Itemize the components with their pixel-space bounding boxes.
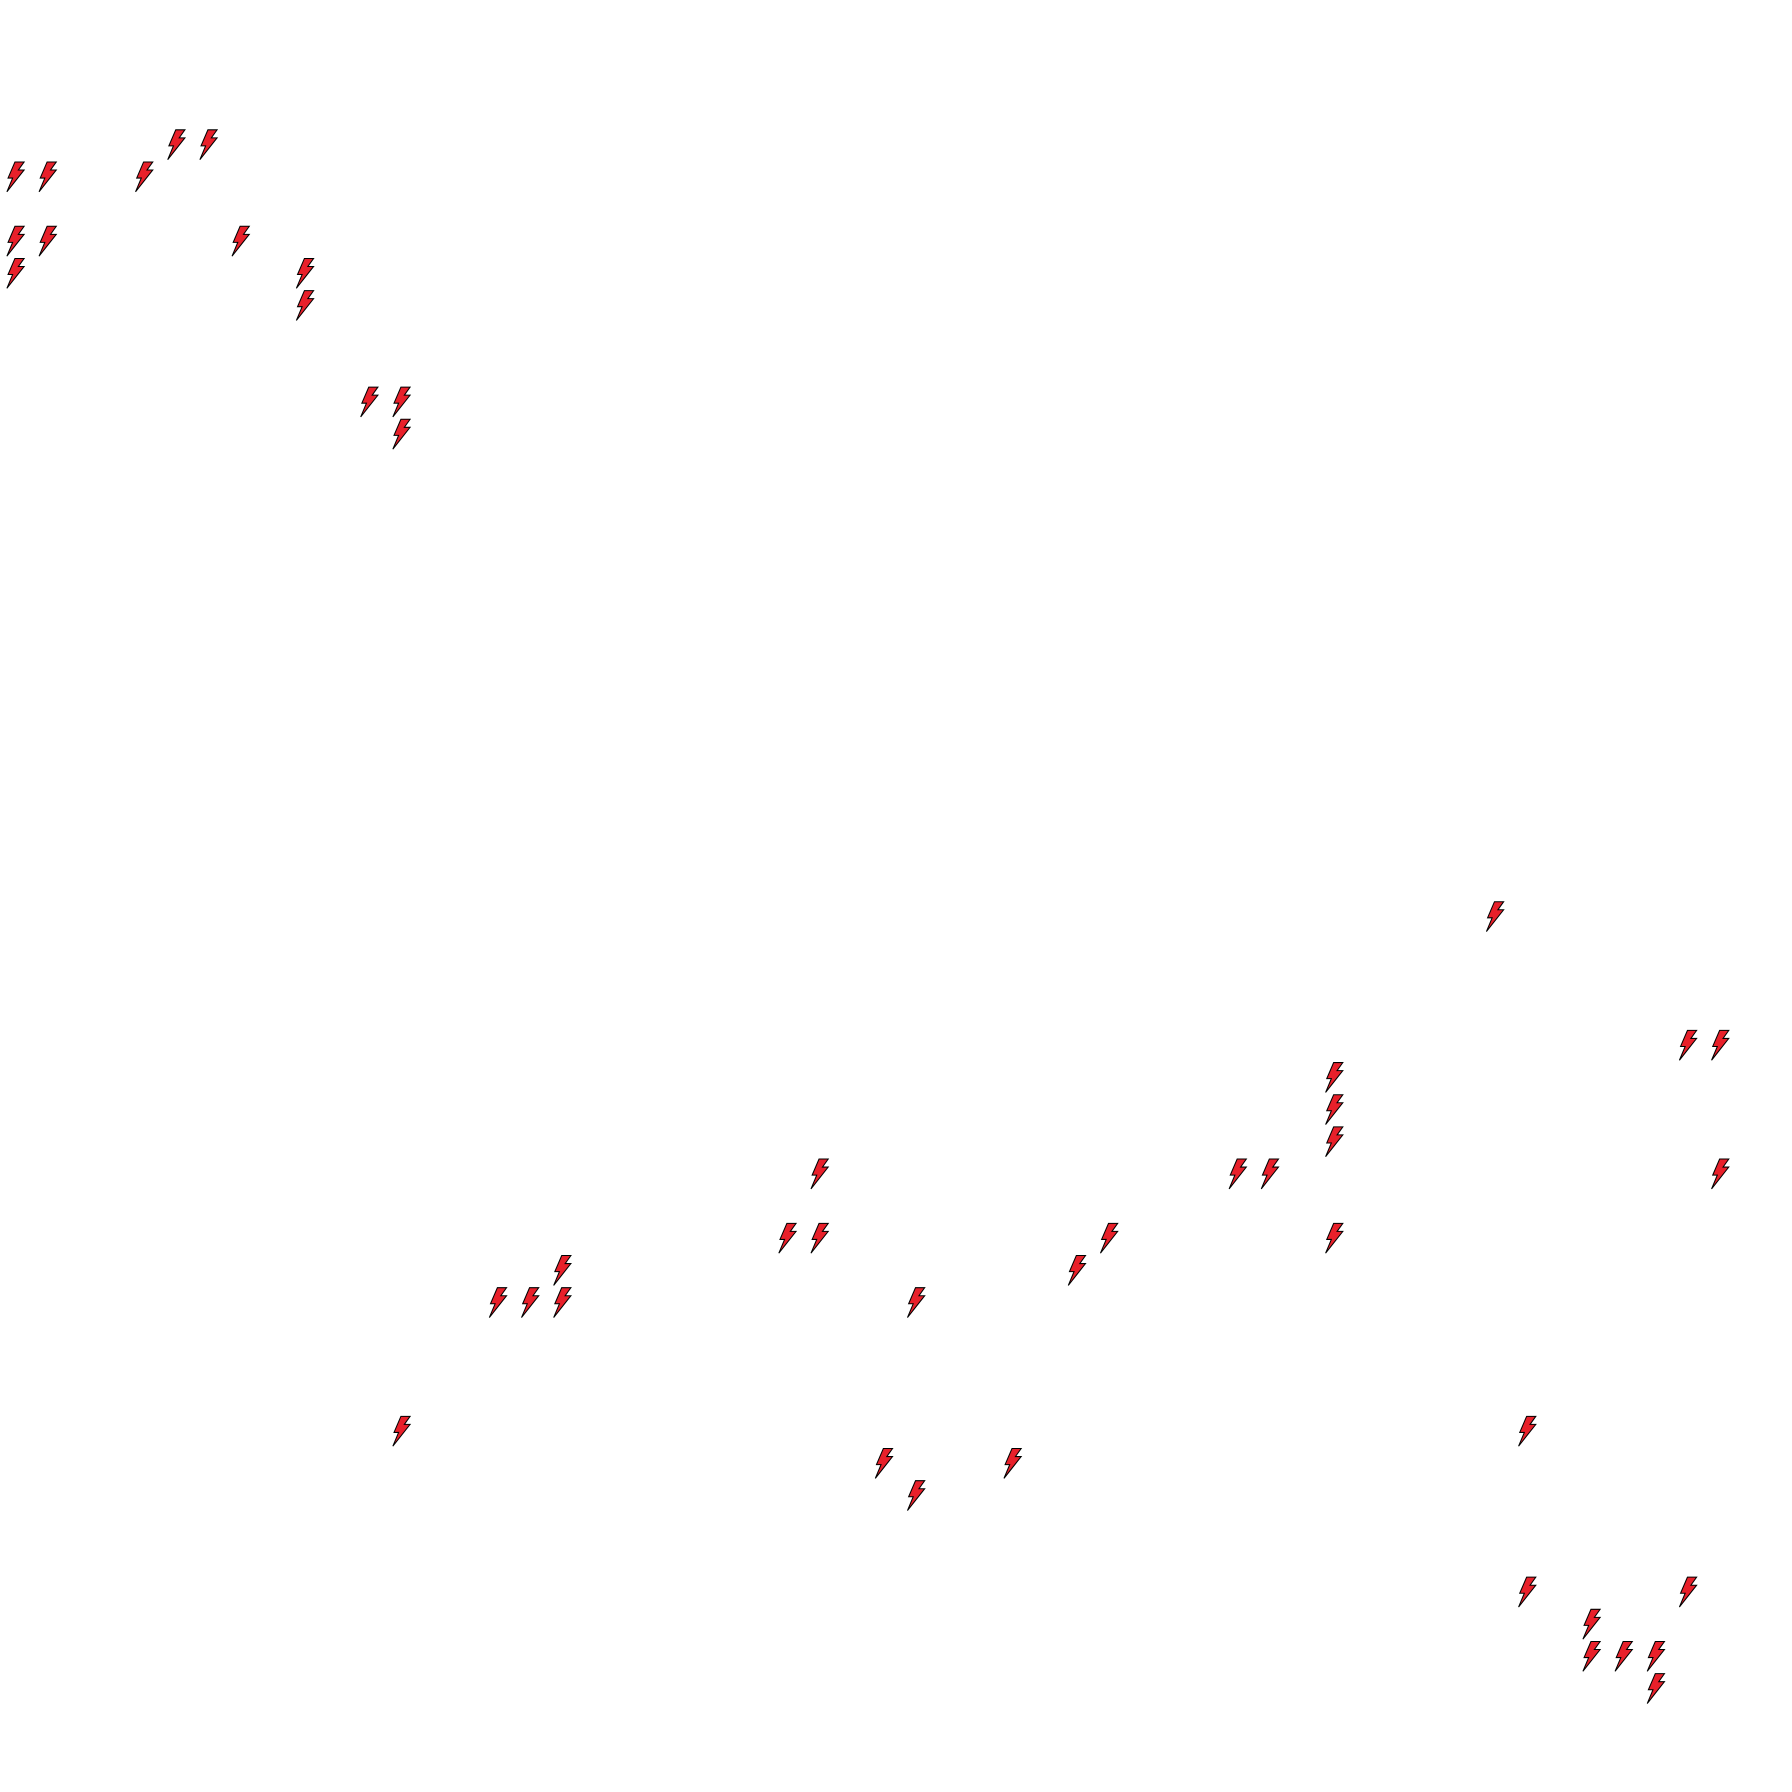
- lightning-marker[interactable]: [38, 225, 57, 257]
- lightning-marker[interactable]: [1325, 1062, 1344, 1093]
- lightning-marker[interactable]: [1260, 1158, 1280, 1190]
- lightning-marker[interactable]: [295, 257, 315, 289]
- lightning-marker[interactable]: [1711, 1158, 1730, 1190]
- lightning-marker[interactable]: [810, 1222, 829, 1254]
- lightning-marker[interactable]: [231, 225, 250, 257]
- lightning-marker[interactable]: [1518, 1415, 1537, 1447]
- lightning-marker[interactable]: [1582, 1608, 1601, 1640]
- lightning-marker[interactable]: [488, 1287, 508, 1319]
- lightning-marker[interactable]: [6, 257, 25, 289]
- lightning-marker[interactable]: [6, 161, 25, 193]
- lightning-marker[interactable]: [392, 1415, 411, 1447]
- lightning-marker[interactable]: [810, 1158, 829, 1190]
- lightning-marker[interactable]: [906, 1287, 926, 1319]
- lightning-marker[interactable]: [1711, 1029, 1730, 1061]
- lightning-marker[interactable]: [906, 1480, 926, 1512]
- lightning-marker[interactable]: [167, 129, 186, 161]
- lightning-marker[interactable]: [1228, 1158, 1247, 1190]
- lightning-marker[interactable]: [199, 129, 218, 161]
- lightning-marker[interactable]: [1003, 1447, 1022, 1479]
- lightning-marker[interactable]: [1646, 1673, 1665, 1705]
- marker-group: [6, 129, 1730, 1705]
- lightning-marker[interactable]: [553, 1287, 572, 1319]
- lightning-marker[interactable]: [778, 1222, 797, 1254]
- lightning-marker[interactable]: [360, 386, 379, 418]
- lightning-marker[interactable]: [392, 386, 411, 418]
- lightning-marker[interactable]: [38, 161, 57, 193]
- lightning-marker[interactable]: [135, 161, 154, 193]
- lightning-marker[interactable]: [1485, 901, 1505, 933]
- lightning-marker[interactable]: [295, 290, 315, 322]
- lightning-marker[interactable]: [874, 1447, 894, 1479]
- lightning-marker[interactable]: [1325, 1222, 1344, 1254]
- lightning-marker[interactable]: [553, 1255, 572, 1286]
- lightning-marker[interactable]: [520, 1287, 540, 1319]
- lightning-marker[interactable]: [1067, 1255, 1087, 1286]
- lightning-marker[interactable]: [1518, 1576, 1537, 1608]
- lightning-marker[interactable]: [1582, 1640, 1601, 1672]
- lightning-marker[interactable]: [1325, 1094, 1344, 1126]
- lightning-marker[interactable]: [1325, 1126, 1344, 1158]
- lightning-marker[interactable]: [392, 418, 411, 450]
- lightning-marker[interactable]: [1678, 1576, 1698, 1608]
- lightning-marker[interactable]: [1099, 1222, 1119, 1254]
- lightning-marker[interactable]: [1678, 1029, 1698, 1061]
- lightning-marker[interactable]: [1614, 1640, 1633, 1672]
- lightning-marker[interactable]: [6, 225, 25, 257]
- lightning-marker[interactable]: [1646, 1640, 1665, 1672]
